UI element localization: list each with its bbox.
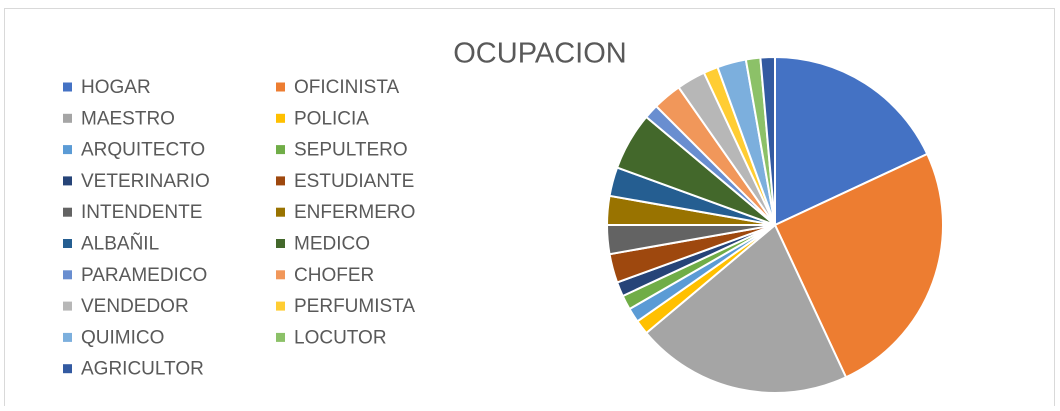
legend-swatch — [63, 239, 72, 248]
legend-label: MEDICO — [294, 234, 370, 255]
legend-swatch — [63, 364, 72, 374]
pie-slice — [644, 223, 848, 394]
legend-label: HOGAR — [81, 77, 151, 98]
legend-swatch — [276, 332, 285, 342]
pie-slice — [759, 55, 776, 226]
legend-swatch — [63, 82, 72, 92]
legend-label: AGRICULTOR — [81, 359, 204, 380]
legend-swatch — [276, 176, 285, 186]
legend-swatch — [276, 207, 285, 217]
legend-label: ALBAÑIL — [81, 233, 159, 255]
legend-swatch — [63, 113, 72, 123]
legend-swatch — [276, 301, 285, 311]
legend-label: PERFUMISTA — [294, 296, 415, 317]
legend-label: MAESTRO — [81, 108, 175, 129]
legend-swatch — [276, 145, 285, 155]
legend-swatch — [276, 113, 285, 123]
legend-label: SEPULTERO — [294, 140, 408, 161]
legend-swatch — [63, 270, 72, 280]
legend-swatch — [63, 145, 72, 155]
pie-slice — [773, 152, 944, 379]
legend-label: VENDEDOR — [81, 296, 189, 317]
legend-label: ESTUDIANTE — [294, 171, 414, 192]
chart-title: OCUPACION — [453, 38, 626, 70]
legend-label: CHOFER — [294, 265, 374, 286]
legend-swatch — [63, 207, 72, 217]
legend-label: ENFERMERO — [294, 202, 415, 223]
legend-label: PARAMEDICO — [81, 265, 207, 286]
legend-swatch — [276, 239, 285, 248]
legend-label: LOCUTOR — [294, 327, 387, 348]
legend-label: POLICIA — [294, 108, 369, 129]
pie-slice — [774, 55, 929, 227]
legend-swatch — [63, 301, 72, 311]
legend-swatch — [276, 270, 285, 280]
legend-label: QUIMICO — [81, 327, 164, 348]
legend-swatch — [63, 332, 72, 342]
legend-label: INTENDENTE — [81, 202, 202, 223]
legend-label: ARQUITECTO — [81, 140, 205, 161]
legend-swatch — [276, 82, 285, 92]
legend-label: OFICINISTA — [294, 77, 400, 98]
legend-swatch — [63, 176, 72, 186]
legend-label: VETERINARIO — [81, 171, 210, 192]
